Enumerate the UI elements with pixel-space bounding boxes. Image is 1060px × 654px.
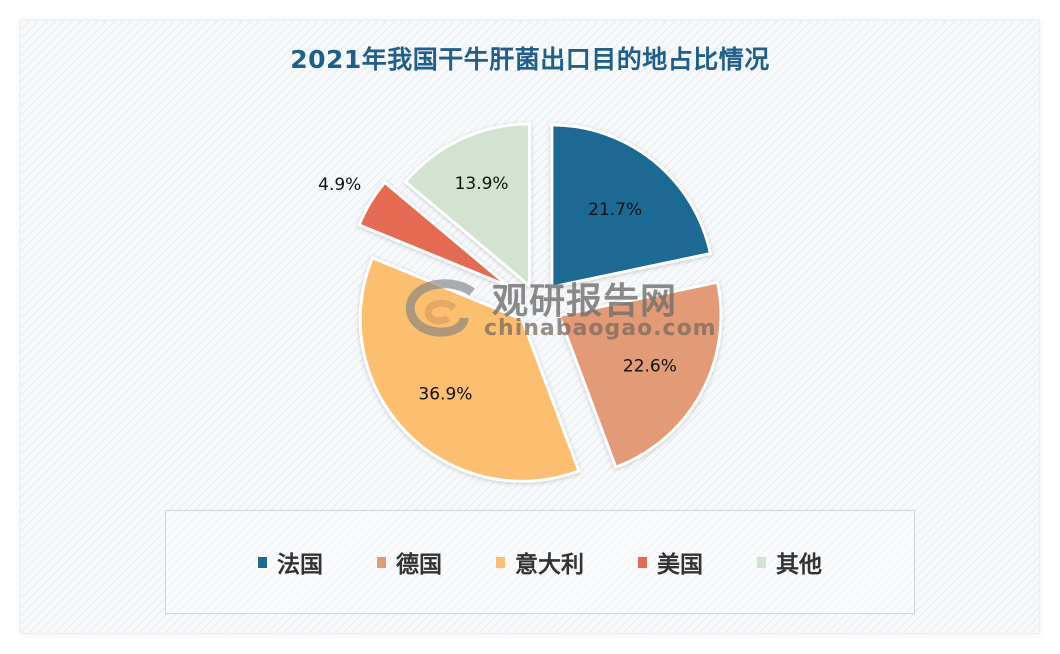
legend-item-other[interactable]: 其他 [757,545,822,579]
legend-swatch-icon [496,556,505,568]
legend-swatch-icon [377,556,386,568]
legend-item-germany[interactable]: 德国 [377,545,442,579]
slice-label-france: 21.7% [588,200,642,220]
pie-slice-usa[interactable] [357,180,510,288]
pie-slice-other[interactable] [403,122,532,290]
legend-swatch-icon [258,556,267,568]
slice-label-germany: 22.6% [623,357,677,377]
legend-item-italy[interactable]: 意大利 [496,545,584,579]
pie-slice-germany[interactable] [557,280,723,470]
pie-slice-italy[interactable] [358,255,581,483]
legend-label: 德国 [396,552,442,578]
legend-label: 美国 [657,552,703,578]
slice-label-italy: 36.9% [418,385,472,405]
chart-title: 2021年我国干牛肝菌出口目的地占比情况 [290,45,770,74]
legend-label: 意大利 [515,552,584,578]
legend-item-usa[interactable]: 美国 [638,545,703,579]
slice-label-other: 13.9% [455,174,509,194]
slice-label-usa: 4.9% [318,175,361,195]
legend-item-france[interactable]: 法国 [258,545,323,579]
legend-swatch-icon [757,556,766,568]
chart-panel [20,20,1040,634]
pie-slice-france[interactable] [550,123,713,289]
chart-legend: 法国 德国 意大利 美国 其他 [165,510,915,614]
legend-label: 其他 [776,552,822,578]
legend-swatch-icon [638,556,647,568]
legend-label: 法国 [277,552,323,578]
